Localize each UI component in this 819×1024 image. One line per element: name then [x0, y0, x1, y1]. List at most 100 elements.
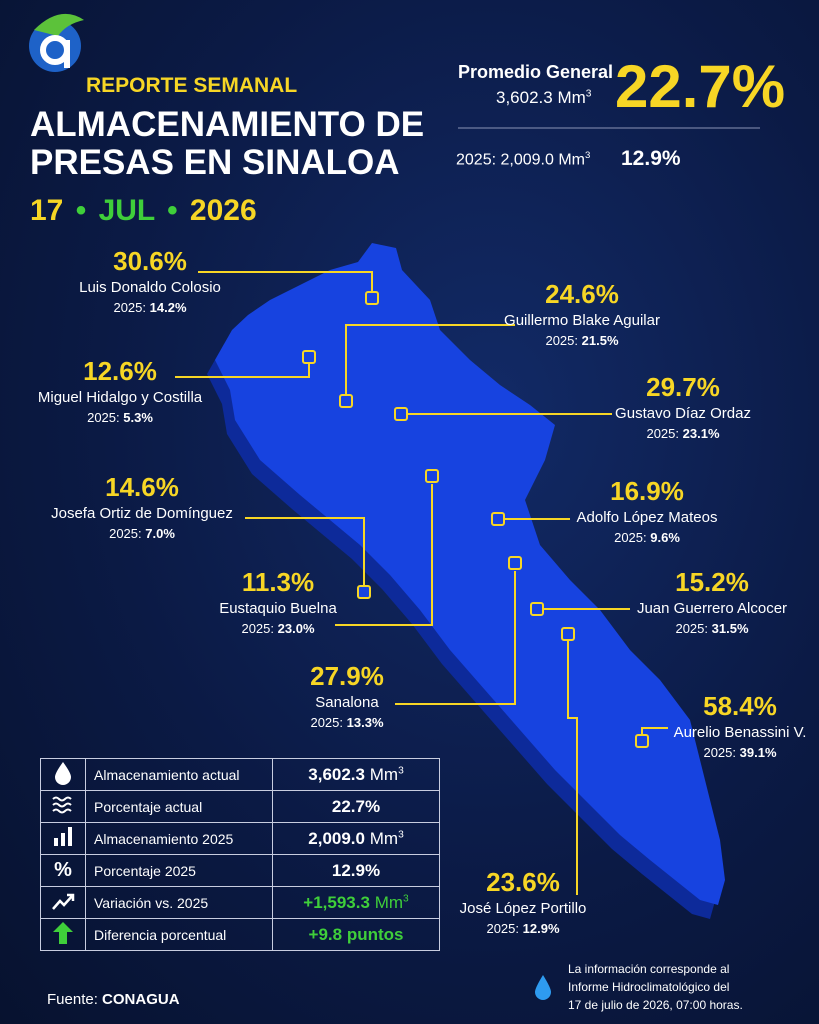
- dam-label: 24.6% Guillermo Blake Aguilar 2025: 21.5%: [504, 281, 660, 347]
- previous-label: 2025:: [113, 300, 147, 315]
- note-line: La información corresponde al: [568, 962, 730, 976]
- table-row: Almacenamiento 2025 2,009.0 Mm3: [40, 822, 440, 855]
- row-icon: [54, 827, 72, 846]
- row-label: Almacenamiento actual: [85, 758, 273, 791]
- title: ALMACENAMIENTO DE PRESAS EN SINALOA: [30, 106, 424, 182]
- table-row: Diferencia porcentual +9.8 puntos: [40, 918, 440, 951]
- drop-icon: [535, 975, 551, 1000]
- dam-percent: 12.6%: [83, 356, 157, 386]
- dam-marker: [425, 469, 439, 483]
- row-value-cell: +1,593.3 Mm3: [272, 886, 440, 919]
- previous-label: 2025:: [614, 530, 647, 545]
- unit: Mm: [557, 88, 586, 107]
- previous-value: 13.3%: [346, 715, 384, 730]
- dam-label: 27.9% Sanalona 2025: 13.3%: [310, 663, 384, 729]
- summary-volume-value: 3,602.3: [496, 88, 553, 107]
- row-value: 2,009.0: [308, 828, 365, 848]
- previous-label: 2025:: [545, 333, 579, 348]
- dam-name: Adolfo López Mateos: [576, 509, 718, 526]
- previous-value: 5.3%: [123, 410, 153, 425]
- row-unit-sup: 3: [403, 892, 409, 904]
- dam-name: Sanalona: [315, 694, 379, 711]
- svg-text:%: %: [54, 859, 72, 881]
- previous-percent: 12.9%: [621, 147, 681, 170]
- previous-label: 2025:: [675, 621, 709, 636]
- previous-value: 23.1%: [682, 426, 720, 441]
- dam-previous: 2025: 9.6%: [577, 531, 718, 544]
- row-label: Variación vs. 2025: [85, 886, 273, 919]
- note-line: 17 de julio de 2026, 07:00 horas.: [568, 998, 743, 1012]
- dam-previous: 2025: 12.9%: [460, 922, 587, 935]
- date-separator: •: [167, 194, 178, 227]
- previous-label: 2025: 2,009.0: [456, 151, 554, 169]
- dam-name: Josefa Ortiz de Domínguez: [51, 505, 233, 522]
- dam-percent: 27.9%: [310, 661, 384, 691]
- dam-label: 23.6% José López Portillo 2025: 12.9%: [460, 869, 587, 935]
- date-separator: •: [75, 194, 87, 227]
- row-label: Porcentaje 2025: [85, 854, 273, 887]
- row-value-cell: 2,009.0 Mm3: [272, 822, 440, 855]
- previous-value: 23.0%: [277, 621, 315, 636]
- dam-label: 16.9% Adolfo López Mateos 2025: 9.6%: [577, 478, 718, 544]
- dam-previous: 2025: 7.0%: [51, 527, 233, 540]
- previous-value: 7.0%: [145, 526, 175, 541]
- icon-cell: %: [40, 854, 86, 887]
- dam-name: Miguel Hidalgo y Costilla: [37, 389, 203, 406]
- dam-name: Luis Donaldo Colosio: [79, 279, 221, 296]
- summary-label: Promedio General: [458, 62, 614, 82]
- previous-value: 31.5%: [711, 621, 749, 636]
- note: La información corresponde al Informe Hi…: [568, 960, 743, 1014]
- dam-label: 14.6% Josefa Ortiz de Domínguez 2025: 7.0%: [51, 474, 233, 540]
- row-unit-sup: 3: [398, 828, 404, 840]
- row-value-cell: 12.9%: [272, 854, 440, 887]
- previous-value: 9.6%: [650, 530, 680, 545]
- dam-name: Guillermo Blake Aguilar: [504, 312, 660, 329]
- row-value: +1,593.3: [303, 892, 370, 912]
- dam-previous: 2025: 23.0%: [219, 622, 337, 635]
- dam-marker: [508, 556, 522, 570]
- row-value-cell: 22.7%: [272, 790, 440, 823]
- row-value: +9.8 puntos: [308, 924, 404, 944]
- previous-label: 2025:: [310, 715, 344, 730]
- dam-name: José López Portillo: [459, 900, 587, 917]
- dam-name: Aurelio Benassini V.: [673, 724, 807, 741]
- dam-marker: [302, 350, 316, 364]
- previous-label: 2025:: [703, 745, 737, 760]
- unit-sup: 3: [584, 150, 591, 161]
- previous-label: 2025:: [646, 426, 680, 441]
- dam-previous: 2025: 39.1%: [674, 746, 807, 759]
- dam-name: Gustavo Díaz Ordaz: [615, 405, 751, 422]
- date-year: 2026: [189, 194, 257, 227]
- dam-previous: 2025: 23.1%: [615, 427, 751, 440]
- dam-name: Eustaquio Buelna: [219, 600, 337, 617]
- dam-previous: 2025: 5.3%: [38, 411, 202, 424]
- dam-marker: [561, 627, 575, 641]
- row-unit: Mm: [369, 828, 399, 848]
- dam-percent: 15.2%: [675, 567, 749, 597]
- source-name: CONAGUA: [102, 991, 180, 1008]
- dam-name: Juan Guerrero Alcocer: [636, 600, 788, 617]
- dam-marker: [339, 394, 353, 408]
- icon-cell: [40, 918, 86, 951]
- leader-line: [198, 271, 373, 292]
- summary-percent: 22.7%: [615, 53, 786, 120]
- previous-label: 2025:: [486, 921, 520, 936]
- row-icon: %: [54, 859, 72, 881]
- dam-percent: 11.3%: [241, 567, 315, 597]
- table-row: Variación vs. 2025 +1,593.3 Mm3: [40, 886, 440, 919]
- summary-table: Almacenamiento actual 3,602.3 Mm3 Porcenta…: [40, 758, 440, 951]
- row-label: Almacenamiento 2025: [85, 822, 273, 855]
- previous-label: 2025:: [241, 621, 275, 636]
- icon-cell: [40, 822, 86, 855]
- dam-label: 30.6% Luis Donaldo Colosio 2025: 14.2%: [79, 248, 221, 314]
- row-unit: Mm: [374, 892, 404, 912]
- dam-previous: 2025: 31.5%: [637, 622, 787, 635]
- row-value: 22.7%: [331, 796, 381, 816]
- dam-previous: 2025: 21.5%: [504, 334, 660, 347]
- row-icon: [53, 922, 73, 944]
- dam-label: 12.6% Miguel Hidalgo y Costilla 2025: 5.3%: [38, 358, 202, 424]
- row-icon: [52, 796, 72, 814]
- dam-percent: 24.6%: [545, 279, 619, 309]
